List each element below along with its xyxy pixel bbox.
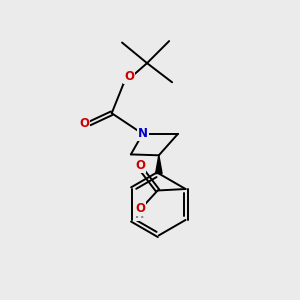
Text: O: O: [79, 117, 89, 130]
Text: O: O: [135, 159, 145, 172]
Text: O: O: [135, 202, 145, 215]
Text: H: H: [135, 210, 145, 220]
Text: O: O: [124, 70, 134, 83]
Polygon shape: [156, 155, 162, 174]
Text: N: N: [138, 127, 148, 140]
